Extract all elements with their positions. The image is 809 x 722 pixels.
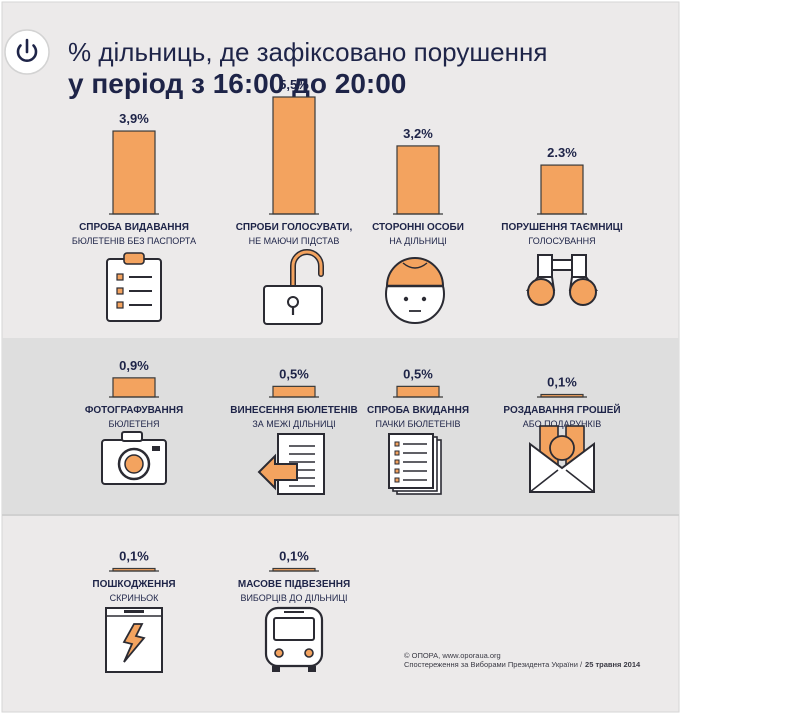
title-line-1: % дільниць, де зафіксовано порушення [68, 37, 547, 67]
category-subtitle-2: НЕ МАЮЧИ ПІДСТАВ [249, 236, 340, 246]
power-icon [4, 29, 50, 75]
envelope-with-money-icon [529, 425, 595, 493]
bar-3 [396, 145, 440, 215]
category-title-3: СТОРОННІ ОСОБИ [372, 222, 464, 233]
camera-icon [101, 431, 167, 485]
category-subtitle-9: СКРИНЬОК [110, 593, 159, 603]
document-with-arrow-icon [257, 433, 325, 495]
chart: 3,9% СПРОБА ВИДАВАННЯ БЮЛЕТЕНІВ БЕЗ ПАСПОР… [72, 77, 623, 603]
clipboard-icon [106, 252, 162, 322]
category-title-4: ПОРУШЕННЯ ТАЄМНИЦІ [501, 222, 623, 233]
footer-note-text: Спостереження за Виборами Президента Укр… [404, 660, 583, 669]
category-title-2: СПРОБИ ГОЛОСУВАТИ, [236, 222, 353, 233]
value-label-4: 2.3% [547, 145, 577, 160]
value-label-5: 0,9% [119, 358, 149, 373]
category-subtitle-7: ПАЧКИ БЮЛЕТЕНІВ [376, 419, 461, 429]
value-label-8: 0,1% [547, 375, 577, 390]
face-with-cap-icon [385, 257, 445, 324]
binoculars-icon [525, 254, 599, 306]
category-title-9: ПОШКОДЖЕННЯ [92, 579, 175, 590]
bar-1 [112, 130, 156, 215]
category-subtitle-8: АБО ПОДАРУНКІВ [523, 419, 601, 429]
footer-note: Спостереження за Виборами Президента Укр… [404, 660, 641, 669]
damaged-ballot-box-icon [105, 607, 163, 673]
value-label-9: 0,1% [119, 549, 149, 564]
category-subtitle-5: БЮЛЕТЕНЯ [108, 419, 159, 429]
bar-6 [272, 385, 316, 398]
category-subtitle-4: ГОЛОСУВАННЯ [528, 236, 595, 246]
title-line-2: у період з 16:00 до 20:00 [68, 68, 406, 99]
category-subtitle-1: БЮЛЕТЕНІВ БЕЗ ПАСПОРТА [72, 236, 196, 246]
value-label-7: 0,5% [403, 366, 433, 381]
category-subtitle-10: ВИБОРЦІВ ДО ДІЛЬНИЦІ [240, 593, 347, 603]
bar-2 [272, 96, 316, 215]
bar-4 [540, 164, 584, 215]
footer-date: 25 травня 2014 [585, 660, 641, 669]
bar-5 [112, 377, 156, 398]
bar-7 [396, 385, 440, 398]
category-title-10: МАСОВЕ ПІДВЕЗЕННЯ [238, 579, 350, 590]
value-label-3: 3,2% [403, 126, 433, 141]
band-divider [2, 514, 679, 516]
open-padlock-icon [263, 249, 324, 325]
category-title-8: РОЗДАВАННЯ ГРОШЕЙ [503, 403, 620, 416]
category-title-7: СПРОБА ВКИДАННЯ [367, 405, 469, 416]
stack-of-ballots-icon [388, 433, 442, 495]
footer-source: © ОПОРА, www.oporaua.org [404, 651, 501, 660]
category-subtitle-6: ЗА МЕЖІ ДІЛЬНИЦІ [252, 419, 335, 429]
category-title-6: ВИНЕСЕННЯ БЮЛЕТЕНІВ [230, 405, 357, 416]
value-label-1: 3,9% [119, 111, 149, 126]
value-label-2: 5,5% [279, 77, 309, 92]
value-label-10: 0,1% [279, 549, 309, 564]
category-subtitle-3: НА ДІЛЬНИЦІ [389, 236, 447, 246]
category-title-1: СПРОБА ВИДАВАННЯ [79, 222, 189, 233]
bus-icon [264, 606, 324, 672]
value-label-6: 0,5% [279, 366, 309, 381]
category-title-5: ФОТОГРАФУВАННЯ [85, 405, 183, 416]
